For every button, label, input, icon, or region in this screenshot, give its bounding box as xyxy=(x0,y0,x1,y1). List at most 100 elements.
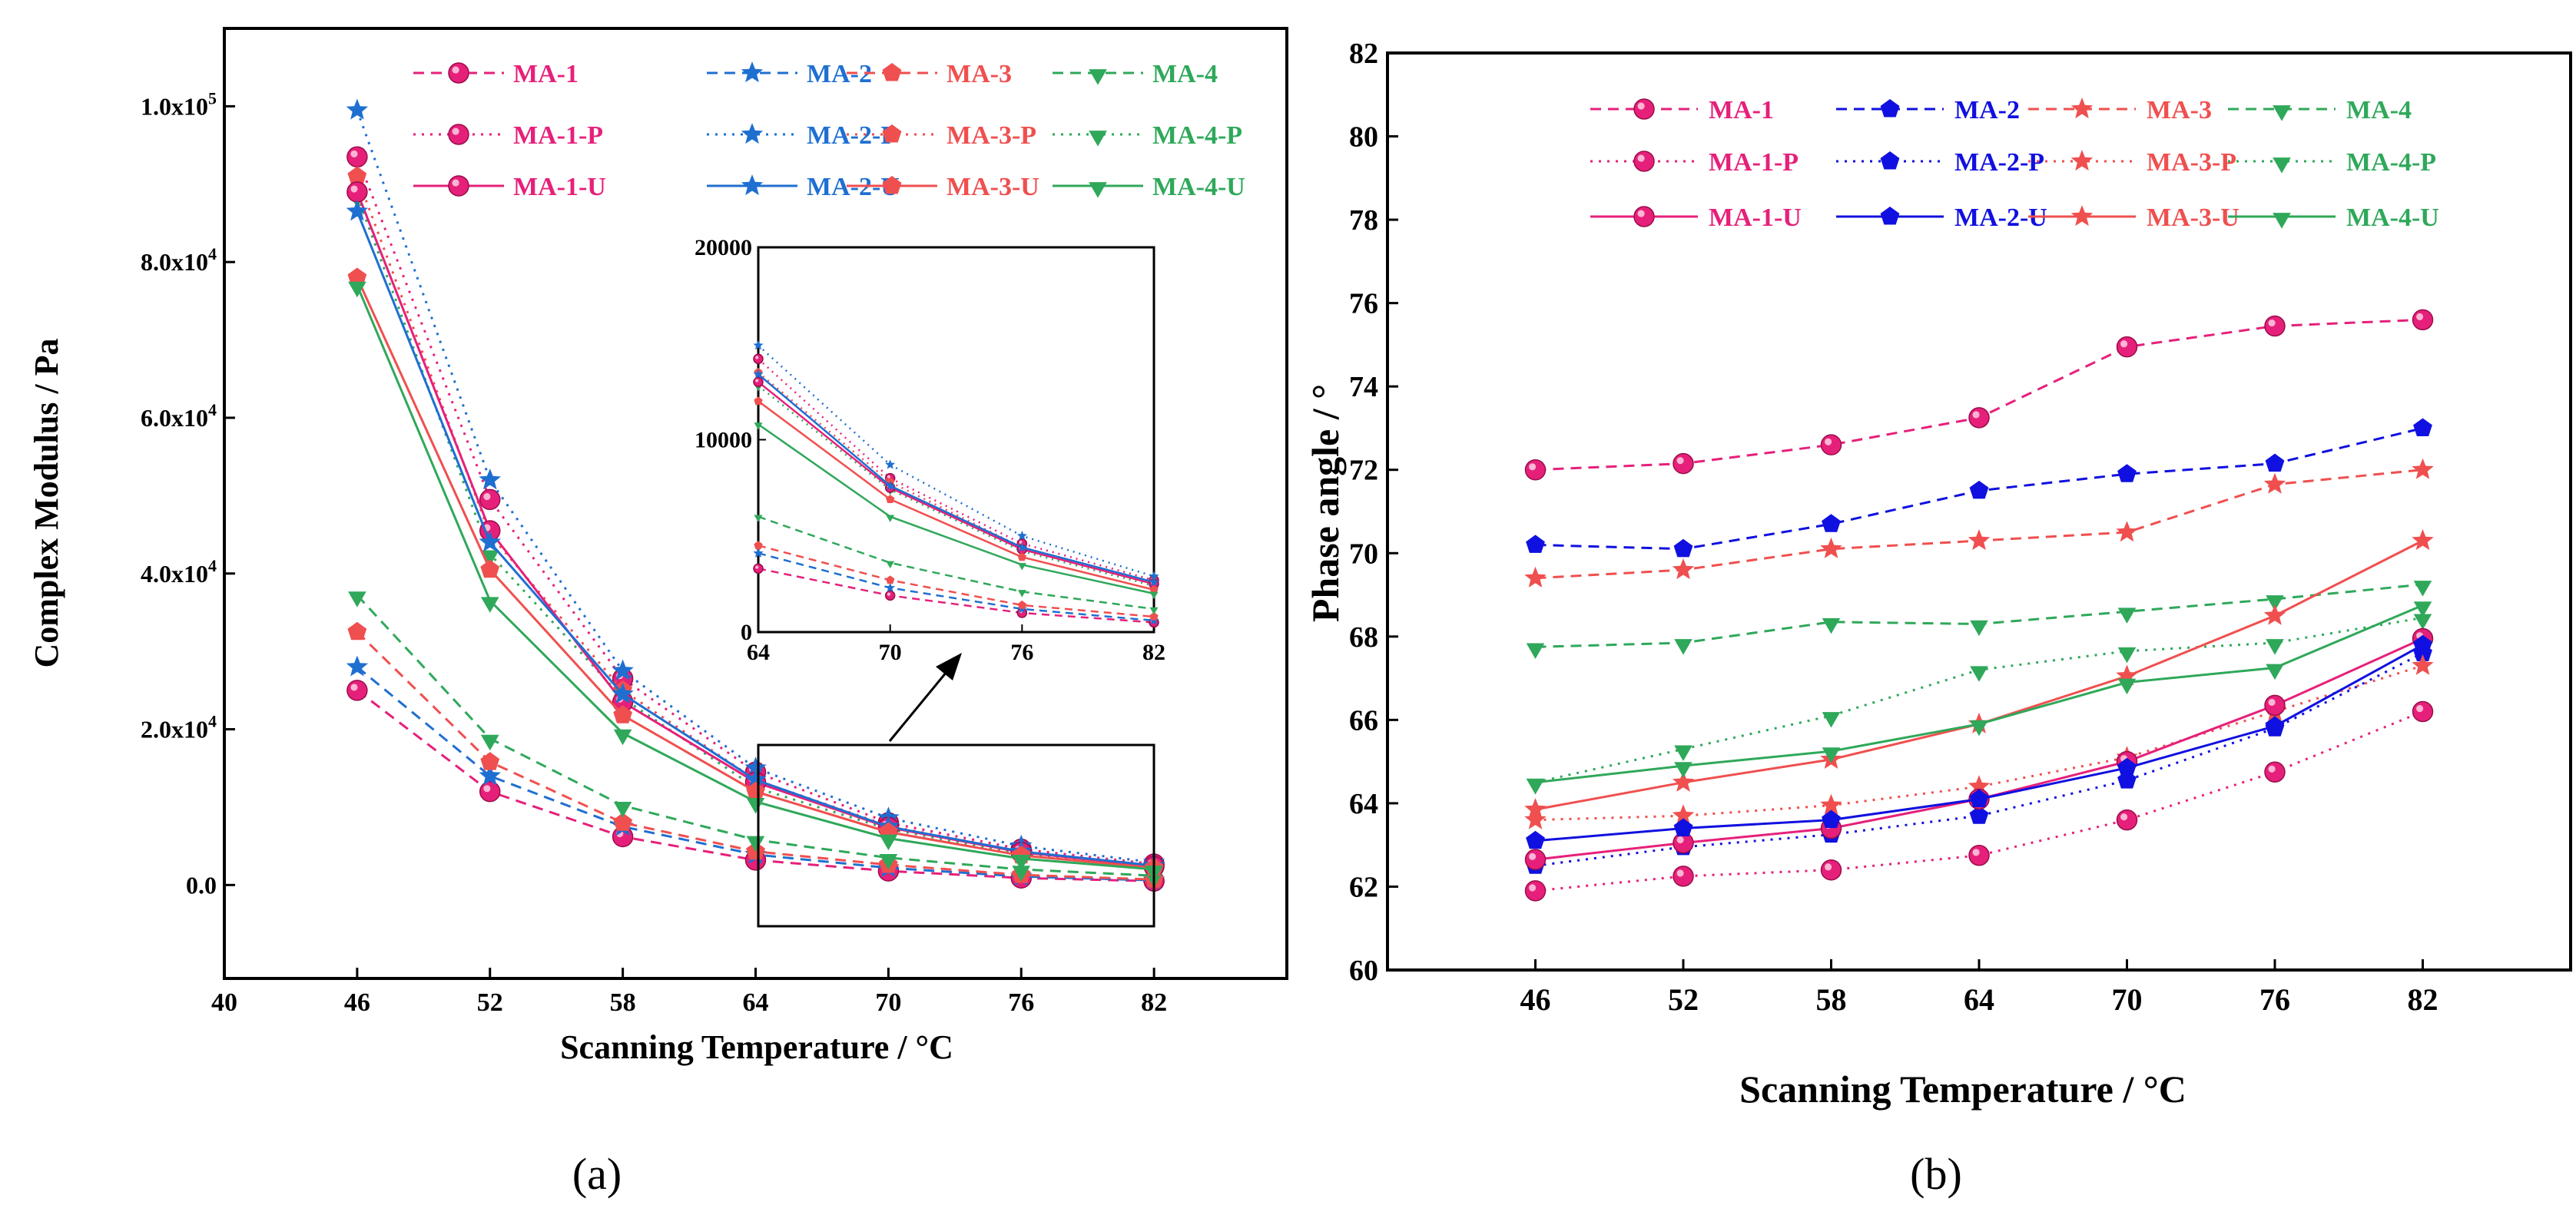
point-MA-3 xyxy=(2263,472,2286,494)
inset-point-MA-3 xyxy=(1017,600,1026,609)
inset-point-MA-1 xyxy=(884,590,896,601)
panel-b-chart: 46 52 58 64 70 76 82 60 62 64 66 68 70 72 74 76 78 80 82 M… xyxy=(1304,38,2572,1199)
point-MA-1-P xyxy=(479,488,501,511)
point-MA-1 xyxy=(2116,336,2138,358)
point-MA-2 xyxy=(1526,535,1545,553)
point-MA-1-U-highlight xyxy=(2268,698,2276,707)
point-MA-4-U xyxy=(348,281,366,298)
inset-point-MA-1-highlight xyxy=(755,565,759,569)
point-MA-4 xyxy=(1674,639,1692,655)
legend-marker-MA-4-U xyxy=(2273,213,2291,229)
legend-marker-MA-2-U xyxy=(1880,207,1900,225)
point-MA-2-U xyxy=(1969,789,1989,807)
point-MA-1-P-highlight xyxy=(1529,884,1537,892)
panel-a-y-tick-label: 1.0x105 xyxy=(141,88,217,120)
point-MA-4 xyxy=(613,802,632,818)
panel-b-y-tick-label: 60 xyxy=(1349,955,1378,987)
point-MA-3-P xyxy=(1524,808,1547,829)
inset-line-MA-1-P xyxy=(758,358,1155,581)
point-MA-4 xyxy=(746,836,765,852)
point-MA-2-U xyxy=(479,531,501,552)
point-MA-4 xyxy=(348,591,366,608)
legend-marker-MA-1-P xyxy=(1633,151,1655,172)
zoom-region-box xyxy=(757,743,1155,928)
inset-point-MA-4 xyxy=(754,515,763,522)
legend-marker-MA-1-P-body xyxy=(1633,151,1655,172)
panel-a-x-tick-label: 40 xyxy=(211,988,237,1017)
panel-a-y-tick-base: 8.0x10 xyxy=(141,248,208,276)
panel-b-y-tick-label: 74 xyxy=(1349,371,1378,403)
inset-point-MA-3-U xyxy=(1017,552,1026,561)
point-MA-1-P-highlight xyxy=(2120,813,2128,821)
panel-b-x-tick-label: 64 xyxy=(1964,982,1994,1017)
inset-point-MA-1-P-highlight xyxy=(887,475,890,478)
point-MA-1 xyxy=(1968,407,1990,429)
legend-marker-MA-3-P xyxy=(882,124,902,143)
point-MA-1-highlight xyxy=(483,785,491,793)
point-MA-4 xyxy=(1012,866,1031,882)
legend-label-MA-3: MA-3 xyxy=(2147,96,2212,124)
zoom-arrow-head xyxy=(936,653,962,680)
inset-line-MA-2 xyxy=(758,552,1155,622)
legend-marker-MA-1-P-highlight xyxy=(1637,154,1645,162)
panel-b-y-tick-label: 72 xyxy=(1349,455,1378,487)
point-MA-1 xyxy=(1673,452,1694,475)
panel-a-x-tick-label: 58 xyxy=(610,988,636,1017)
legend-label-MA-4-U: MA-4-U xyxy=(2346,204,2439,232)
point-MA-1-U xyxy=(1524,849,1547,870)
point-MA-3-U xyxy=(2116,664,2138,686)
point-MA-1-highlight xyxy=(350,684,358,691)
legend-marker-MA-4-P xyxy=(1089,131,1107,147)
point-MA-1-U-highlight xyxy=(350,185,358,193)
legend-marker-MA-1 xyxy=(1633,98,1655,120)
panel-a-y-tick-label: 8.0x104 xyxy=(141,244,217,276)
legend-marker-MA-2-U xyxy=(741,174,764,196)
inset-y-tick-label: 10000 xyxy=(695,428,752,453)
panel-b-frame xyxy=(1386,51,2572,972)
inset-point-MA-2-P xyxy=(753,339,764,350)
panel-b-y-tick-label: 76 xyxy=(1349,288,1378,320)
legend-marker-MA-3 xyxy=(882,63,902,81)
point-MA-2-P xyxy=(1969,806,1989,824)
panel-a-y-axis-title: Complex Modulus / Pa xyxy=(28,338,65,667)
panel-a-caption: (a) xyxy=(572,1149,622,1199)
inset-line-MA-2-P xyxy=(758,344,1155,578)
point-MA-3-P xyxy=(347,166,367,185)
legend-marker-MA-2 xyxy=(741,61,764,83)
point-MA-1-P-body xyxy=(1673,866,1694,887)
legend-marker-MA-1-U xyxy=(448,175,469,197)
legend-marker-MA-3-U xyxy=(882,176,902,194)
legend-marker-MA-3-U xyxy=(2070,205,2094,227)
legend-marker-MA-4 xyxy=(2273,105,2291,121)
legend-marker-MA-1-U-body xyxy=(448,175,469,197)
inset-point-MA-2-U xyxy=(753,369,764,379)
legend-label-MA-2: MA-2 xyxy=(807,60,872,88)
inset-x-tick-label: 70 xyxy=(879,640,902,665)
legend-marker-MA-3 xyxy=(2070,98,2094,119)
point-MA-4-P xyxy=(480,550,499,566)
inset-point-MA-1-U xyxy=(753,376,764,388)
inset-y-tick-label: 0 xyxy=(741,620,752,645)
point-MA-3-U xyxy=(2263,604,2286,625)
panel-b-ticks: 46 52 58 64 70 76 82 60 62 64 66 68 70 72 74 76 78 80 82 xyxy=(1349,38,2438,1017)
legend-label-MA-2-P: MA-2-P xyxy=(807,121,897,150)
point-MA-2-P xyxy=(612,659,634,680)
inset-point-MA-2 xyxy=(885,582,896,592)
point-MA-1-P-body xyxy=(2264,761,2286,783)
inset-point-MA-4 xyxy=(886,561,895,568)
point-MA-1 xyxy=(1524,459,1547,481)
point-MA-2-U xyxy=(2117,757,2137,776)
point-MA-1-P xyxy=(2412,700,2434,723)
point-MA-4-U xyxy=(2413,601,2432,617)
point-MA-1-P-body xyxy=(2116,809,2138,831)
point-MA-1 xyxy=(2412,309,2434,331)
point-MA-1-P xyxy=(1968,845,1990,866)
zoom-arrow-line xyxy=(888,671,948,742)
point-MA-1-highlight xyxy=(1676,457,1684,465)
point-MA-1-highlight xyxy=(2120,340,2128,348)
point-MA-1-P-highlight xyxy=(350,150,358,157)
legend-label-MA-3: MA-3 xyxy=(947,60,1012,88)
legend-marker-MA-1-P xyxy=(448,124,469,145)
legend-marker-MA-1-U-body xyxy=(1633,206,1655,227)
